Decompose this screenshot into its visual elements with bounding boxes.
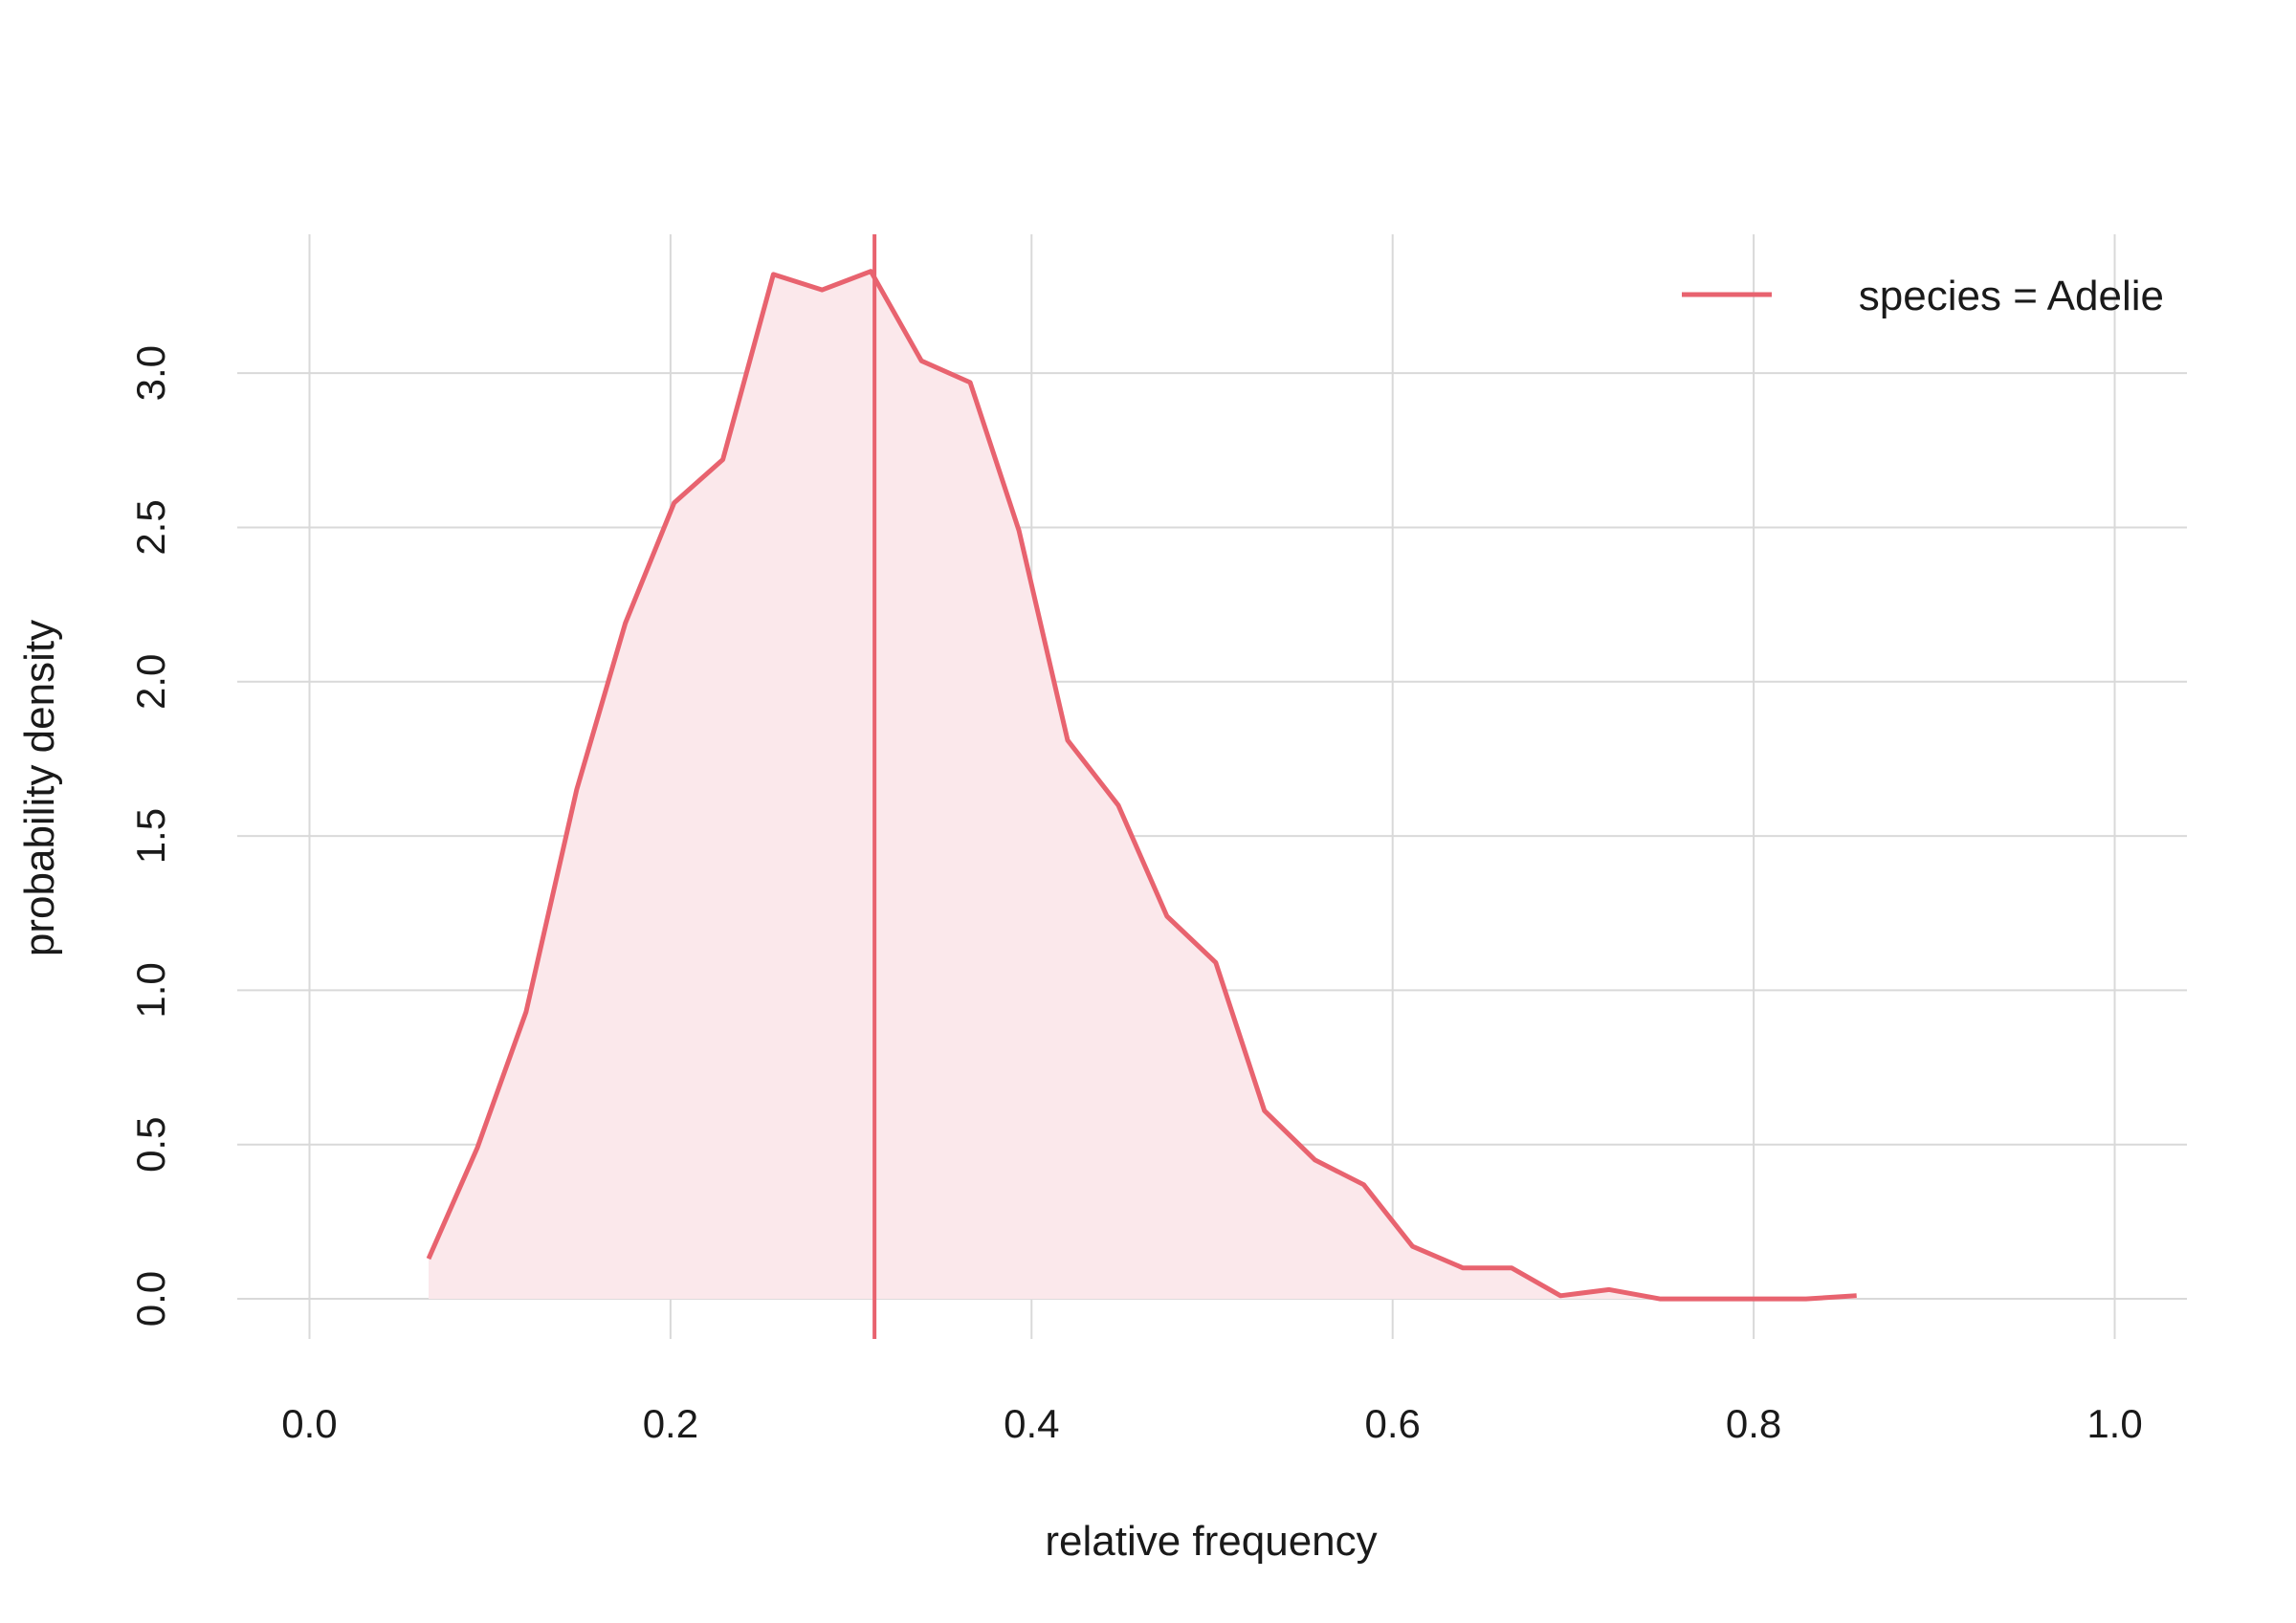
x-tick-label: 0.0 (281, 1401, 337, 1446)
y-tick-label: 1.5 (128, 808, 173, 864)
y-tick-label: 0.5 (128, 1117, 173, 1173)
x-tick-label: 1.0 (2086, 1401, 2142, 1446)
y-tick-label: 1.0 (128, 962, 173, 1018)
density-line (426, 269, 1857, 1302)
y-tick-label: 3.0 (128, 345, 173, 401)
x-axis-title: relative frequency (1045, 1518, 1377, 1565)
y-tick-label: 0.0 (128, 1271, 173, 1327)
y-tick-label: 2.5 (128, 499, 173, 555)
density-area (429, 271, 1857, 1300)
x-tick-label: 0.6 (1365, 1401, 1421, 1446)
legend: species = Adelie (1682, 273, 2164, 319)
density-line-layer (426, 269, 1857, 1302)
y-axis-tick-labels: 0.0 0.5 1.0 1.5 2.0 2.5 3.0 (128, 345, 173, 1327)
x-axis-tick-labels: 0.0 0.2 0.4 0.6 0.8 1.0 (281, 1401, 2142, 1446)
y-tick-label: 2.0 (128, 654, 173, 710)
x-tick-label: 0.4 (1004, 1401, 1059, 1446)
legend-label-adelie: species = Adelie (1859, 273, 2164, 319)
x-tick-label: 0.8 (1726, 1401, 1781, 1446)
x-tick-label: 0.2 (643, 1401, 698, 1446)
density-area-layer (429, 271, 1857, 1300)
y-axis-title: probability density (16, 620, 63, 956)
